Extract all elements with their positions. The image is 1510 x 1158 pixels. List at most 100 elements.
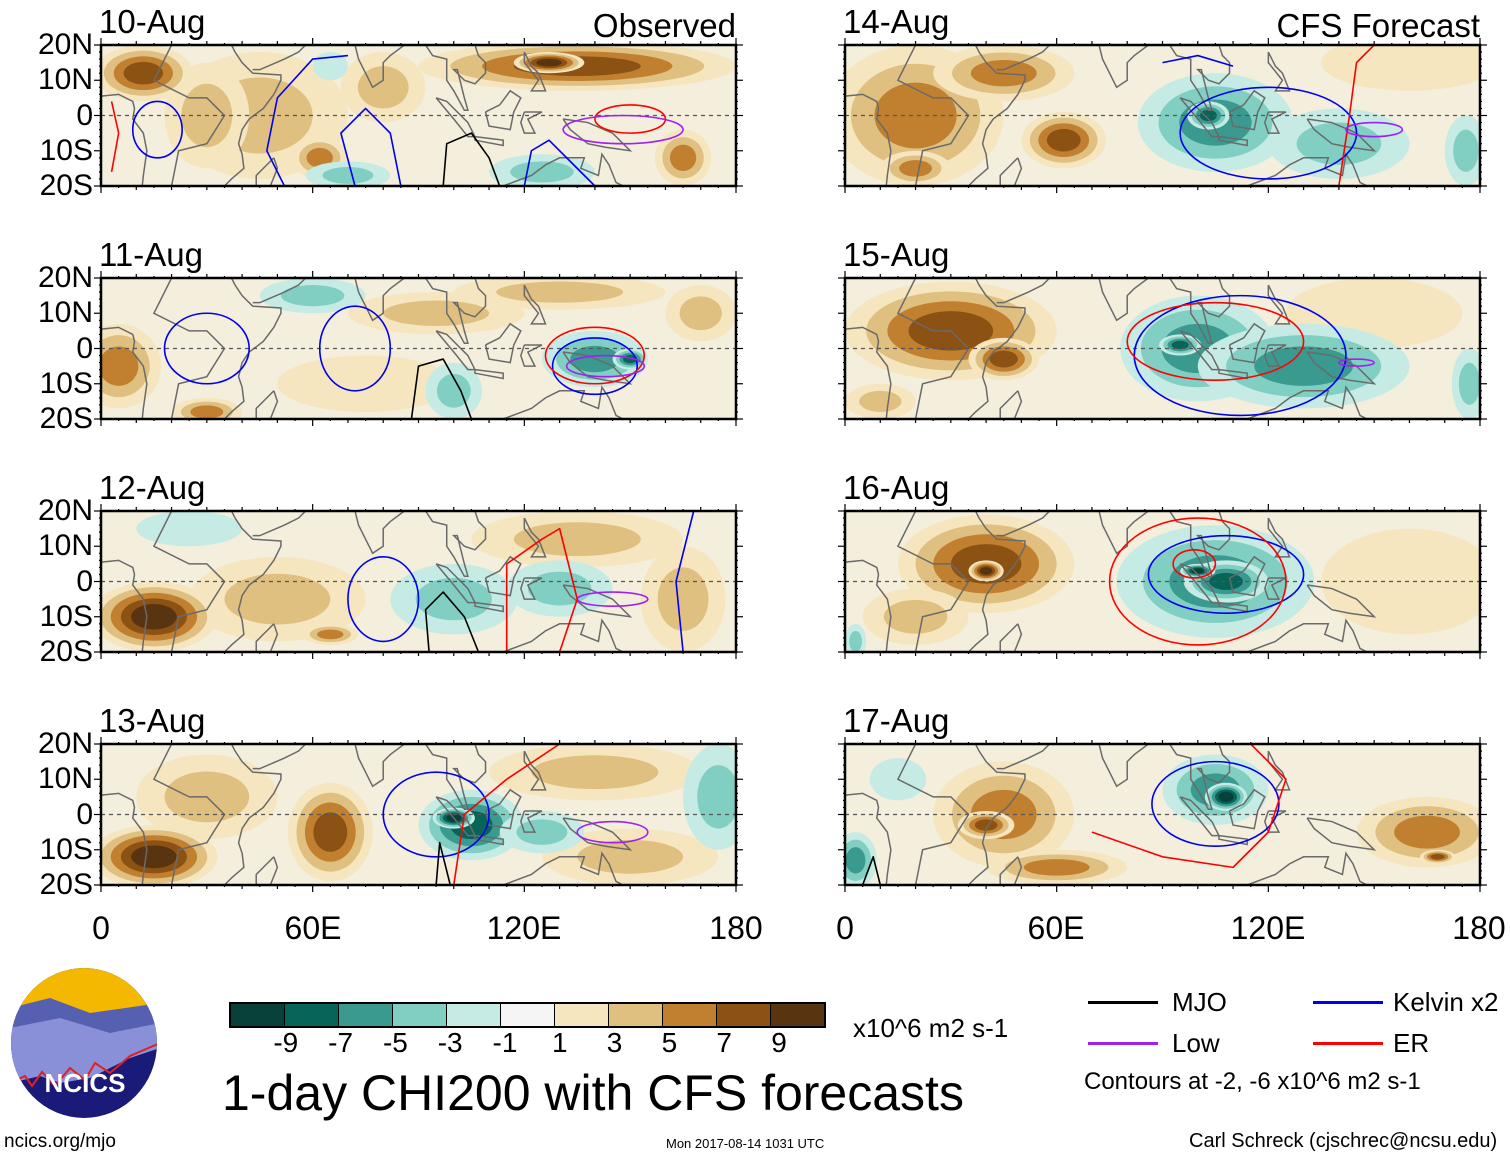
positive-anomaly-shading [531,755,659,790]
coastline [1098,278,1149,322]
positive-anomaly-shading [101,346,139,386]
map-panel-10-aug: 10-Aug Observed 20N 10N 0 10S 20S [38,5,743,201]
map-panel-15-aug: 15-Aug [838,238,1487,426]
positive-anomaly-shading [357,66,409,109]
er-contour [505,527,579,652]
lat-label: 20N [37,28,93,61]
negative-anomaly-shading [849,630,862,652]
coastline [252,278,307,304]
kelvin-contour [1151,760,1280,848]
coastline [152,744,226,885]
legend-swatch-kelvin [1313,1001,1383,1004]
colorbar-swatch [662,1004,716,1026]
contour-note: Contours at -2, -6 x10^6 m2 s-1 [1084,1068,1421,1095]
coastline [1218,135,1248,147]
coastline [474,834,504,846]
kelvin-contour [1147,534,1305,615]
coastline [1228,322,1266,364]
lat-label: 10S [39,832,93,866]
coastline [502,152,624,186]
panel-kind-label: Observed [592,7,736,44]
legend-label-low: Low [1172,1028,1220,1058]
negative-anomaly-shading [697,765,736,829]
panel-date: 10-Aug [99,3,206,40]
positive-anomaly-shading [123,61,164,85]
panel-kind-label: CFS Forecast [1276,7,1480,44]
coastline [354,45,405,89]
coastline [435,97,477,138]
colorbar-swatch [608,1004,662,1026]
positive-anomaly-shading [874,82,957,149]
positive-anomaly-shading [306,147,333,168]
coastline [896,45,970,186]
coastline [845,93,892,186]
negative-anomaly-shading [1458,362,1480,405]
negative-anomaly-shading [312,52,348,81]
er-contour [110,101,120,173]
timestamp: Mon 2017-08-14 1031 UTC [666,1136,825,1151]
positive-anomaly-shading [190,405,224,419]
panel-date: 13-Aug [99,702,206,739]
coastline [255,157,279,186]
colorbar-tick-label: -3 [437,1027,463,1058]
negative-anomaly-shading [1453,129,1479,172]
lon-label: 0 [836,910,854,946]
panel-date: 16-Aug [843,469,950,506]
coastline [424,511,487,577]
coastline [252,45,307,71]
coastline [1264,810,1287,833]
map-panel-11-aug: 11-Aug 20N 10N 0 10S 20S [38,238,743,434]
lat-label: 20N [37,727,93,760]
lat-label: 10N [37,529,93,563]
positive-anomaly-shading [277,355,454,412]
coastline [1267,51,1291,92]
coastline [252,511,307,537]
coastline [1246,618,1368,652]
coastline [101,93,148,186]
legend-swatch-er [1313,1042,1383,1045]
coastline [523,51,547,92]
panel-map [94,737,743,892]
coastline [896,278,970,419]
positive-anomaly-shading [1321,45,1480,91]
colorbar-swatch [500,1004,554,1026]
positive-anomaly-shading [1430,853,1445,860]
lat-label: 10N [37,63,93,97]
footer-url[interactable]: ncics.org/mjo [4,1131,116,1152]
lat-label: 0 [76,564,93,598]
coastline [562,584,633,618]
positive-anomaly-shading [577,839,684,874]
colorbar-tick-label: 3 [606,1027,623,1058]
coastline [845,792,892,885]
coastline [1306,351,1377,385]
colorbar-swatch [770,1004,824,1026]
kelvin-contour [1133,294,1347,417]
mjo-contour [410,358,473,419]
coastline [1179,330,1221,371]
coastline [1246,851,1368,885]
low-contour [576,820,649,844]
coastline [435,330,477,371]
coastline [502,618,624,652]
negative-anomaly-shading [436,373,471,408]
er-contour [452,744,561,885]
coastline [996,511,1051,537]
coastline [152,278,226,419]
colorbar-tick-label: 9 [771,1027,787,1058]
positive-anomaly-shading [1394,815,1461,849]
colorbar-tick-label: -7 [328,1027,354,1058]
panel-map [838,38,1487,193]
kelvin-contour [675,511,695,652]
coastline [101,559,148,652]
er-contour [1108,517,1287,646]
coastline [223,45,282,186]
coastline [255,856,279,885]
colorbar-tick-label: -9 [273,1027,299,1058]
coastline [223,511,282,652]
legend-label-kelvin: Kelvin x2 [1393,987,1499,1017]
kelvin-contour [551,337,639,396]
mjo-contour [424,591,480,652]
positive-anomaly-shading [899,160,933,177]
lat-label: 0 [76,331,93,365]
coastline [520,577,543,600]
